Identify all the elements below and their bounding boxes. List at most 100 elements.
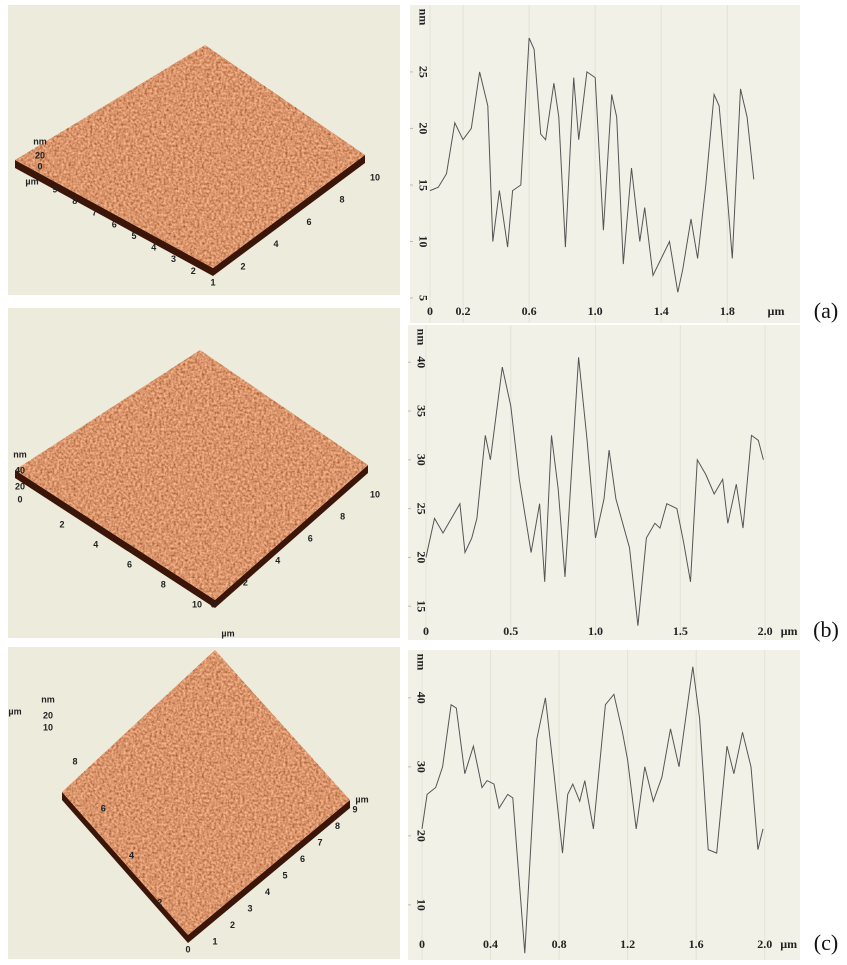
y-axis-label: nm [414,329,428,346]
z-tick-label: 20 [43,710,53,720]
surface-tick-label: 3 [247,903,252,913]
x-tick-label: 2.0 [757,937,772,951]
surface-tick-label: 2 [230,920,235,930]
surface-unit: µm [355,794,368,804]
surface-tick-label: 2 [243,577,248,587]
surface-tick-label: 6 [300,854,305,864]
z-tick-label: 20 [35,150,45,160]
surface-tick-label: 0 [185,944,190,954]
x-tick-label: 0.5 [503,624,518,638]
surface-tick-label: 0 [210,599,215,609]
y-tick-label: 20 [414,551,428,563]
surface-tick-label: 9 [52,184,57,194]
y-tick-label: 20 [414,830,428,842]
x-tick-label: 0 [427,304,433,318]
x-tick-label: 1.0 [588,624,603,638]
x-tick-label: 1.0 [588,304,603,318]
x-tick-label: 1.2 [620,937,635,951]
y-axis-label: nm [414,654,428,671]
z-tick-label: 20 [15,481,25,491]
surface-tick-label: 6 [127,559,132,569]
x-axis-label: µm [768,304,785,318]
surface-tick-label: 9 [352,804,357,814]
panel-label: (c) [814,930,838,955]
surface-unit: µm [25,176,38,186]
y-tick-label: 20 [416,122,430,134]
y-tick-label: 40 [414,356,428,368]
surface-tick-label: 4 [273,239,278,249]
y-axis-label: nm [416,9,430,26]
surface-tick-label: 6 [101,803,106,813]
profile-line [429,37,755,293]
z-unit: nm [13,449,27,459]
z-unit: nm [33,136,47,146]
y-tick-label: 30 [414,761,428,773]
surface-tick-label: 5 [131,231,136,241]
surface-tick-label: 8 [340,511,345,521]
y-tick-label: 10 [416,235,430,247]
y-tick-label: 15 [414,600,428,612]
surface-tick-label: 10 [192,599,202,609]
plot-background [410,5,800,323]
y-tick-label: 35 [414,405,428,417]
surface-tick-label: 8 [72,756,77,766]
x-axis-label: µm [780,937,797,951]
surface-tick-label: 4 [93,539,98,549]
surface-tick-label: 2 [240,261,245,271]
surface-tick-label: 6 [306,217,311,227]
z-unit: nm [41,694,55,704]
plot-background [408,325,800,640]
surface-tick-label: 4 [129,850,134,860]
x-tick-label: 1.4 [654,304,669,318]
plot-background [408,650,800,960]
profile-line [425,357,764,626]
y-tick-label: 25 [414,503,428,515]
x-tick-label: 1.8 [720,304,735,318]
surface-tick-label: 5 [282,870,287,880]
surface-tick-label: 10 [370,489,380,499]
surface-tick-label: 2 [157,897,162,907]
panel-label: (a) [814,298,838,323]
surface-tick-label: 4 [151,243,156,253]
x-axis-label: µm [781,624,798,638]
x-tick-label: 0.4 [483,937,498,951]
surface-tick-label: 1 [212,936,217,946]
surface-tick-label: 7 [92,208,97,218]
surface-tick-label: 8 [339,195,344,205]
x-tick-label: 0.6 [522,304,537,318]
surface-tick-label: 2 [191,266,196,276]
surface-tick-label: 7 [317,837,322,847]
y-tick-label: 10 [414,899,428,911]
surface-tick-label: 8 [72,196,77,206]
y-tick-label: 5 [416,295,430,301]
panel-label: (b) [813,617,839,642]
surface-tick-label: 4 [265,887,270,897]
y-tick-label: 25 [416,66,430,78]
z-tick-label: 0 [17,494,22,504]
x-tick-label: 1.5 [673,624,688,638]
z-tick-label: 40 [15,465,25,475]
z-tick-label: 10 [43,722,53,732]
surface-tick-label: 1 [210,277,215,287]
x-tick-label: 1.6 [689,937,704,951]
x-tick-label: 0.8 [552,937,567,951]
x-tick-label: 0 [419,937,425,951]
surface-tick-label: 3 [171,254,176,264]
y-tick-label: 15 [416,179,430,191]
surface-unit: µm [221,628,234,638]
surface-tick-label: 6 [112,219,117,229]
surface-tick-label: 10 [370,172,380,182]
x-tick-label: 0.2 [456,304,471,318]
y-tick-label: 40 [414,692,428,704]
surface-tick-label: 8 [161,579,166,589]
surface-tick-label: 8 [335,821,340,831]
surface-unit: µm [8,706,21,716]
x-tick-label: 0 [423,624,429,638]
surface-tick-label: 4 [275,555,280,565]
profile-line [421,666,764,954]
surface-tick-label: 6 [308,533,313,543]
y-tick-label: 30 [414,454,428,466]
x-tick-label: 2.0 [758,624,773,638]
z-tick-label: 0 [37,161,42,171]
